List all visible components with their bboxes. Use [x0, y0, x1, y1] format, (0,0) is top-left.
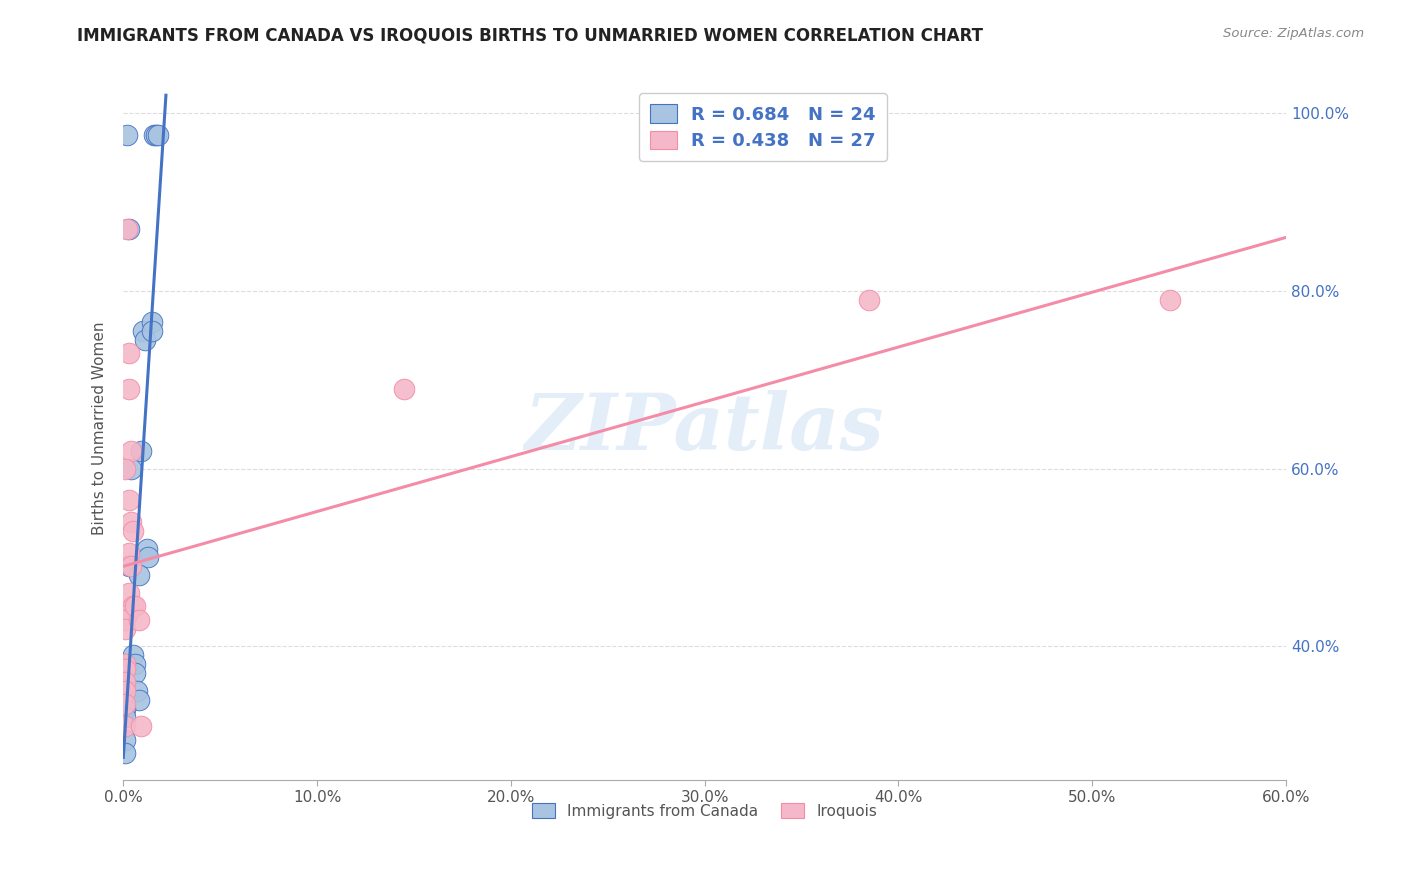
Point — [114, 613, 136, 627]
Point — [114, 461, 136, 475]
Point — [114, 697, 136, 711]
Point — [118, 586, 141, 600]
Point — [118, 346, 141, 360]
Point — [114, 622, 136, 636]
Point — [114, 746, 136, 760]
Point — [141, 324, 163, 338]
Point — [858, 293, 880, 307]
Point — [141, 315, 163, 329]
Point — [114, 719, 136, 733]
Point — [122, 524, 145, 538]
Point — [120, 515, 142, 529]
Point — [114, 683, 136, 698]
Point — [134, 333, 156, 347]
Y-axis label: Births to Unmarried Women: Births to Unmarried Women — [93, 322, 107, 535]
Text: Source: ZipAtlas.com: Source: ZipAtlas.com — [1223, 27, 1364, 40]
Text: IMMIGRANTS FROM CANADA VS IROQUOIS BIRTHS TO UNMARRIED WOMEN CORRELATION CHART: IMMIGRANTS FROM CANADA VS IROQUOIS BIRTH… — [77, 27, 983, 45]
Point — [135, 541, 157, 556]
Point — [124, 599, 146, 614]
Point — [114, 701, 136, 715]
Point — [118, 492, 141, 507]
Point — [125, 683, 148, 698]
Point — [148, 128, 170, 143]
Point — [114, 657, 136, 671]
Point — [129, 719, 152, 733]
Point — [115, 128, 138, 143]
Point — [145, 128, 167, 143]
Point — [118, 382, 141, 396]
Point — [114, 661, 136, 675]
Point — [120, 559, 142, 574]
Point — [115, 221, 138, 235]
Point — [138, 550, 160, 565]
Point — [124, 657, 146, 671]
Point — [128, 692, 150, 706]
Point — [1159, 293, 1181, 307]
Point — [114, 732, 136, 747]
Point — [120, 461, 142, 475]
Point — [129, 443, 152, 458]
Point — [122, 599, 145, 614]
Point — [394, 382, 416, 396]
Point — [128, 613, 150, 627]
Point — [118, 559, 141, 574]
Point — [124, 665, 146, 680]
Point — [114, 674, 136, 689]
Point — [114, 710, 136, 724]
Point — [120, 443, 142, 458]
Point — [128, 568, 150, 582]
Point — [143, 128, 166, 143]
Point — [122, 648, 145, 662]
Point — [131, 324, 153, 338]
Text: ZIPatlas: ZIPatlas — [524, 391, 884, 467]
Point — [118, 221, 141, 235]
Legend: Immigrants from Canada, Iroquois: Immigrants from Canada, Iroquois — [526, 797, 883, 824]
Point — [115, 608, 138, 623]
Point — [118, 546, 141, 560]
